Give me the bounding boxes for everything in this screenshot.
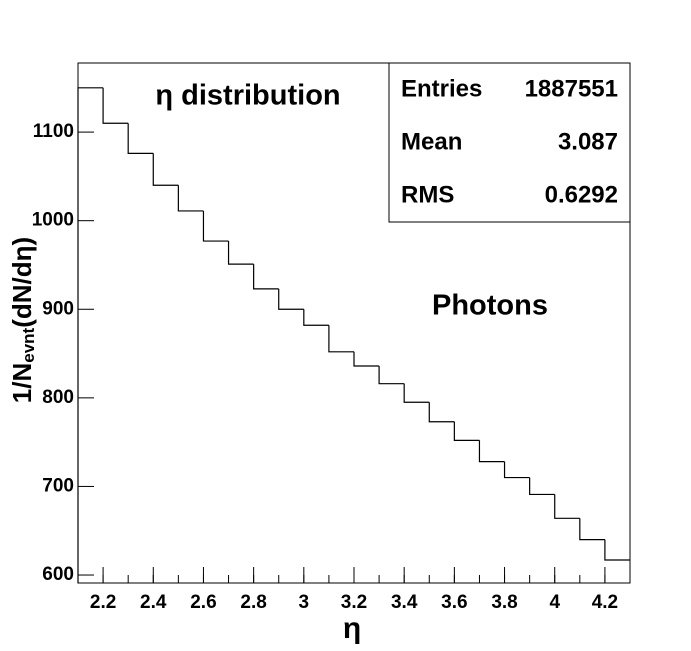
- annotation: Photons: [432, 290, 548, 322]
- histogram-bin: [378, 365, 405, 385]
- y-label-part: 1/N: [7, 363, 37, 403]
- y-axis-label: 1/Nevnt(dN/dη): [7, 237, 39, 403]
- histogram-bin: [403, 383, 430, 403]
- stats-box: [388, 62, 631, 223]
- x-tick-label: 2.2: [90, 592, 116, 613]
- stats-label: Entries: [401, 75, 482, 102]
- histogram-bin: [102, 87, 129, 124]
- stats-label: RMS: [401, 181, 454, 208]
- x-tick-label: 2.4: [140, 592, 167, 613]
- histogram-bin: [227, 241, 254, 265]
- histogram-bin: [328, 325, 354, 353]
- histogram-bin: [77, 87, 104, 583]
- histogram-bin: [177, 185, 204, 212]
- stats-value: 1887551: [525, 75, 618, 102]
- histogram-bin: [478, 440, 505, 463]
- histogram-bin: [453, 421, 480, 441]
- y-label-sub: evnt: [19, 327, 38, 362]
- x-tick-label: 4: [549, 592, 560, 613]
- stats-value: 0.6292: [545, 181, 618, 208]
- x-axis-label: η: [343, 612, 361, 645]
- x-tick-label: 2.8: [240, 592, 266, 613]
- x-tick-label: 3.8: [491, 592, 517, 613]
- y-tick-label: 1000: [32, 210, 74, 231]
- histogram-bin: [253, 264, 279, 290]
- y-tick-label: 1100: [33, 121, 74, 142]
- x-tick-label: 3.4: [391, 592, 418, 613]
- histogram-bin: [353, 351, 380, 367]
- histogram-bin: [202, 210, 229, 242]
- x-tick-label: 3: [299, 592, 310, 613]
- histogram-bin: [554, 494, 580, 519]
- histogram-bin: [529, 477, 555, 496]
- histogram-bin: [579, 518, 605, 541]
- histogram-bin: [152, 153, 179, 186]
- histogram-bin: [278, 288, 304, 310]
- histogram-bin: [604, 539, 630, 561]
- chart-title: η distribution: [155, 80, 340, 112]
- histogram-bin: [127, 123, 154, 154]
- y-tick-label: 900: [42, 298, 74, 319]
- y-tick-label: 600: [42, 564, 74, 585]
- x-tick-label: 3.6: [441, 592, 467, 613]
- y-tick-label: 700: [42, 475, 74, 496]
- x-tick-label: 4.2: [592, 592, 618, 613]
- x-tick-label: 2.6: [190, 592, 216, 613]
- histogram-bin: [303, 309, 329, 326]
- stats-value: 3.087: [558, 128, 618, 155]
- x-tick-label: 3.2: [341, 592, 367, 613]
- y-label-part: (dN/dη): [7, 237, 37, 328]
- histogram-bin: [428, 402, 455, 423]
- y-tick-label: 800: [42, 387, 74, 408]
- stats-label: Mean: [401, 128, 462, 155]
- histogram-bin: [503, 461, 530, 479]
